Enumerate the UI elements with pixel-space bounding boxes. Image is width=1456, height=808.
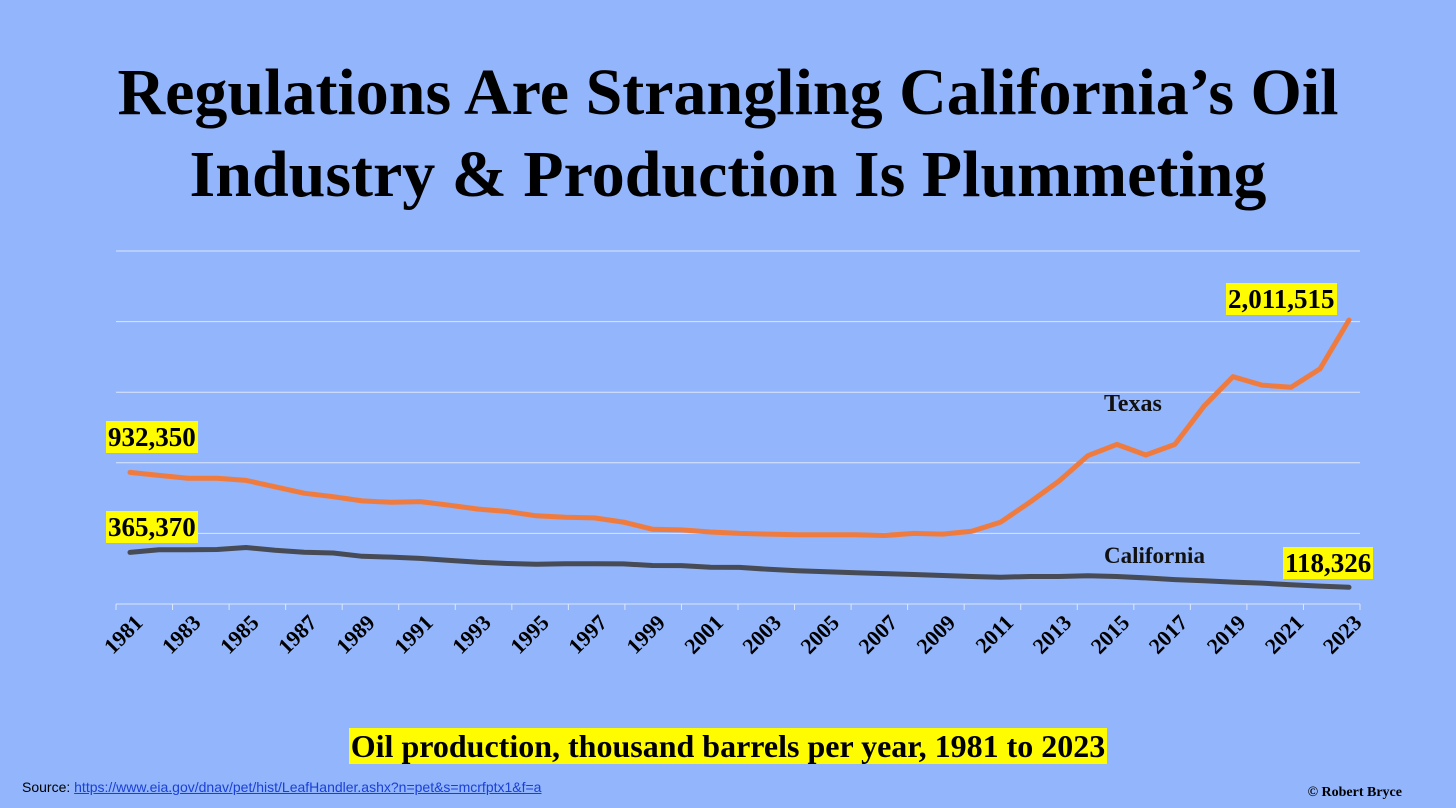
x-tick-label: 1985 [215,610,264,659]
data-label-texas-2023: 2,011,515 [1226,283,1337,315]
x-tick-label: 2015 [1086,610,1135,659]
data-label-california-2023: 118,326 [1283,547,1374,579]
x-tick-label: 1999 [621,610,670,659]
x-tick-label: 2019 [1202,610,1251,659]
subtitle-text: Oil production, thousand barrels per yea… [348,728,1108,764]
series-lines [127,317,1352,590]
x-tick-label: 2017 [1144,610,1193,659]
x-tick-label: 2007 [853,610,902,659]
x-tick-label: 2005 [795,610,844,659]
source-link[interactable]: https://www.eia.gov/dnav/pet/hist/LeafHa… [74,779,542,795]
x-tick-label: 2021 [1260,610,1309,659]
x-tick-label: 1991 [389,610,438,659]
x-tick-label: 2011 [970,610,1018,658]
x-tick-labels: 1981 1983 1985 1987 1989 1991 1993 1995 1997 1999… [99,610,1367,659]
series-line-texas [127,317,1352,538]
x-tick-label: 1995 [505,610,554,659]
chart-title-line-1: Regulations Are Strangling California’s … [117,56,1339,129]
x-tick-label: 2023 [1318,610,1367,659]
series-line-california [127,545,1352,590]
credit-text: © Robert Bryce [1307,785,1402,800]
chart-subtitle: Oil production, thousand barrels per yea… [0,728,1456,765]
x-tick-label: 1981 [99,610,148,659]
chart-title-line-2: Industry & Production Is Plummeting [189,138,1267,211]
x-tick-label: 1993 [447,610,496,659]
chart-title: Regulations Are Strangling California’s … [0,52,1456,216]
data-label-california-1981: 365,370 [106,511,198,543]
source-label: Source: [22,779,71,795]
x-tick-label: 2009 [911,610,960,659]
x-tick-label: 1989 [331,610,380,659]
series-label-california: California [1104,543,1205,568]
x-tick-label: 1987 [273,610,322,659]
x-tick-label: 2001 [679,610,728,659]
x-axis [115,603,1361,610]
source-line: Source: https://www.eia.gov/dnav/pet/his… [22,779,541,795]
data-label-texas-1981: 932,350 [106,421,198,453]
x-tick-label: 1997 [563,610,612,659]
x-tick-label: 2003 [737,610,786,659]
x-tick-label: 2013 [1028,610,1077,659]
series-label-texas: Texas [1104,391,1162,417]
x-tick-label: 1983 [157,610,206,659]
